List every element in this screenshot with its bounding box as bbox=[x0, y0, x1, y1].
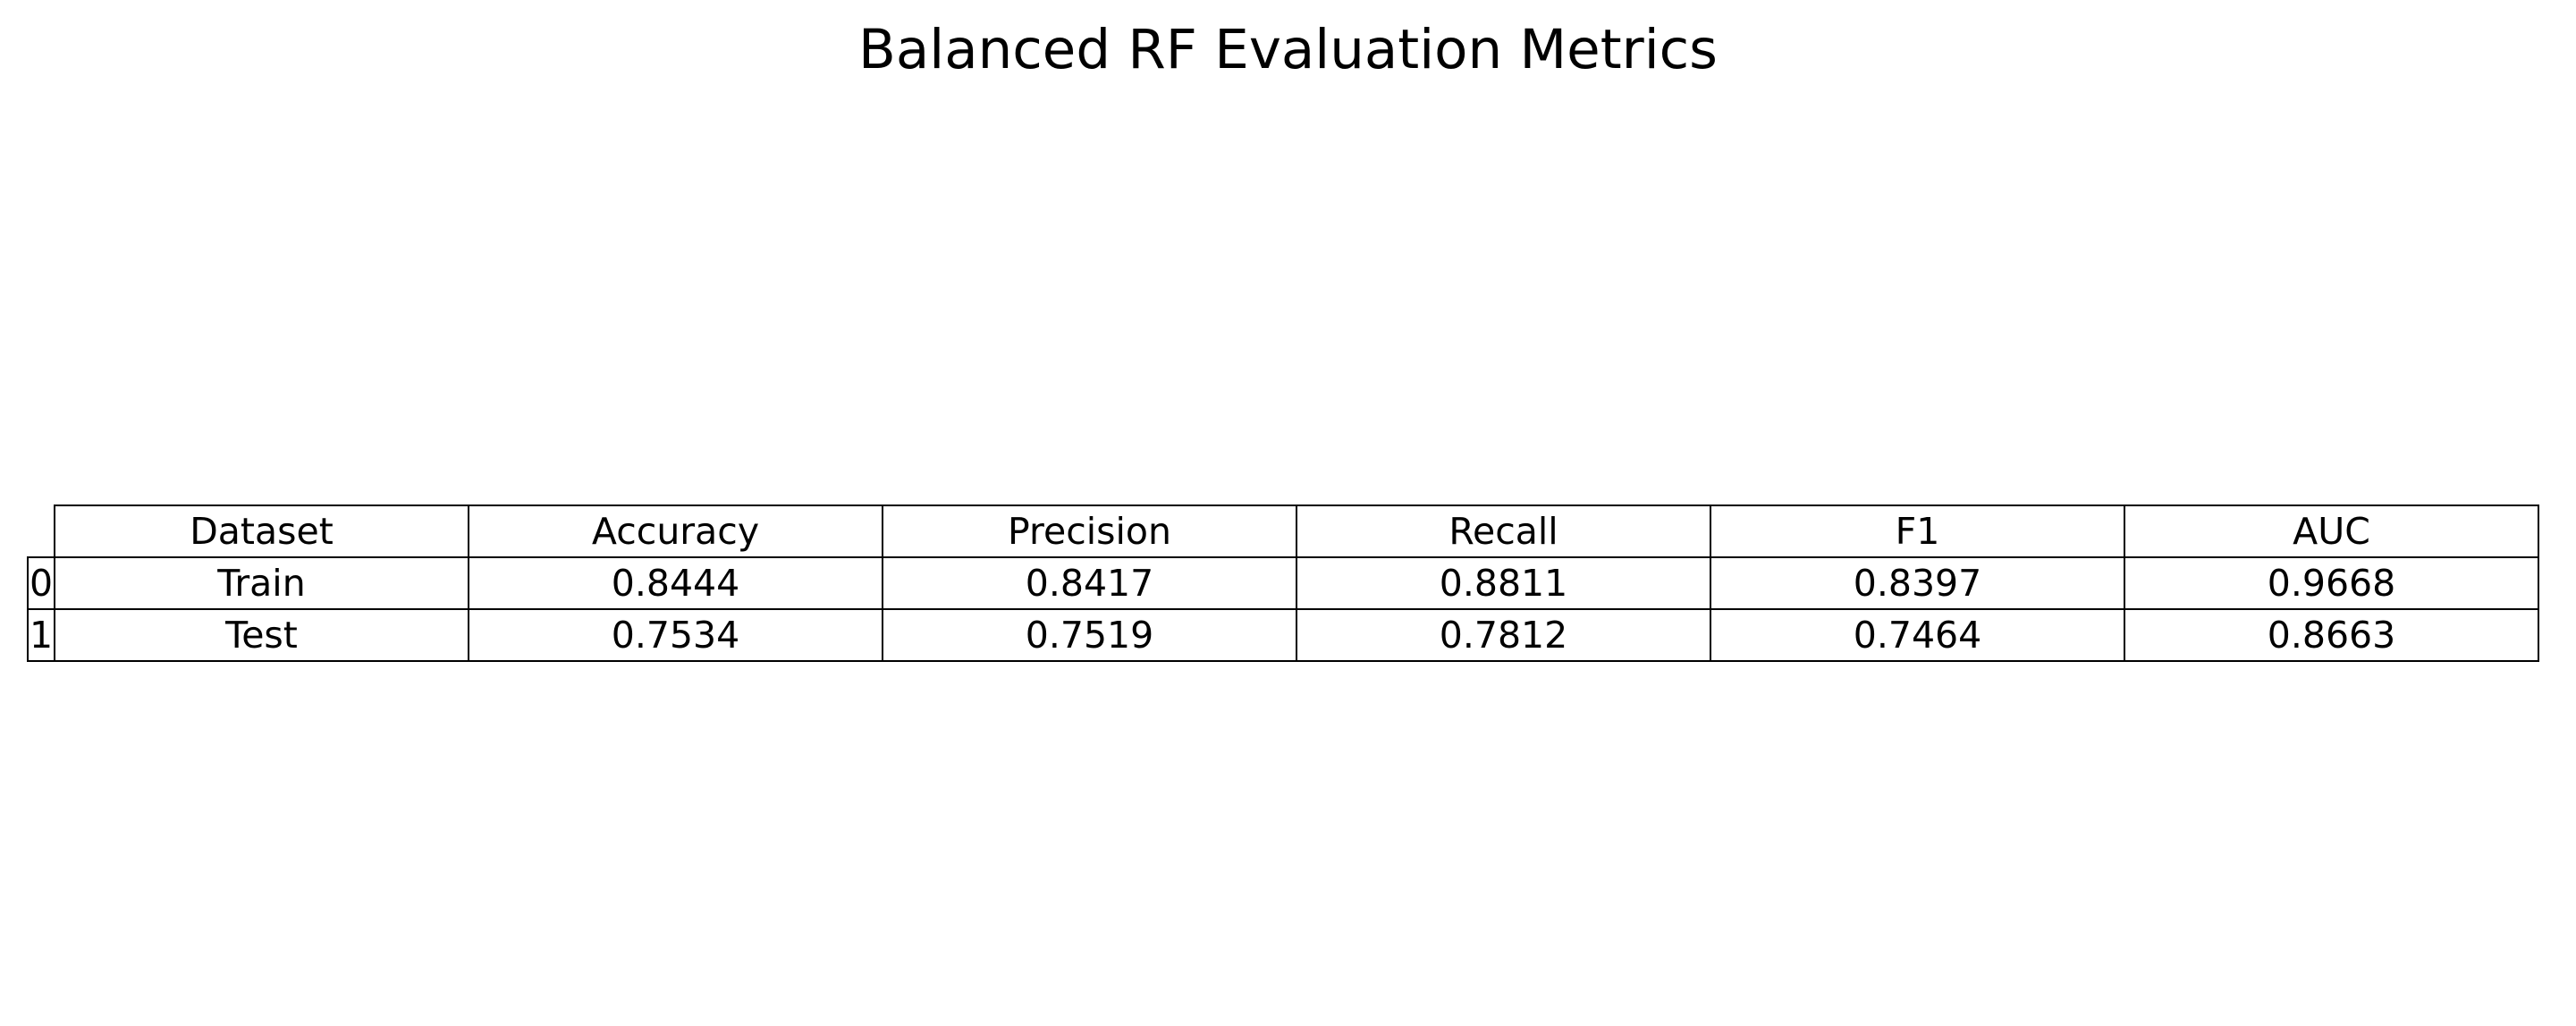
table-row: 1 Test 0.7534 0.7519 0.7812 0.7464 0.866… bbox=[27, 608, 2539, 662]
corner-cell bbox=[28, 505, 55, 558]
cell-recall: 0.8811 bbox=[1296, 556, 1711, 610]
metrics-table: Dataset Accuracy Precision Recall F1 AUC… bbox=[27, 505, 2539, 662]
cell-precision: 0.8417 bbox=[882, 556, 1297, 610]
chart-title: Balanced RF Evaluation Metrics bbox=[858, 18, 1718, 81]
column-header-recall: Recall bbox=[1296, 505, 1711, 558]
cell-auc: 0.9668 bbox=[2124, 556, 2539, 610]
cell-precision: 0.7519 bbox=[882, 608, 1297, 662]
cell-auc: 0.8663 bbox=[2124, 608, 2539, 662]
header-row: Dataset Accuracy Precision Recall F1 AUC bbox=[28, 505, 2539, 558]
cell-f1: 0.8397 bbox=[1710, 556, 2125, 610]
cell-accuracy: 0.8444 bbox=[468, 556, 883, 610]
column-header-f1: F1 bbox=[1710, 505, 2125, 558]
cell-accuracy: 0.7534 bbox=[468, 608, 883, 662]
cell-dataset: Train bbox=[54, 556, 469, 610]
column-header-auc: AUC bbox=[2124, 505, 2539, 558]
cell-dataset: Test bbox=[54, 608, 469, 662]
cell-f1: 0.7464 bbox=[1710, 608, 2125, 662]
column-header-precision: Precision bbox=[882, 505, 1297, 558]
column-header-accuracy: Accuracy bbox=[468, 505, 883, 558]
cell-recall: 0.7812 bbox=[1296, 608, 1711, 662]
table-row: 0 Train 0.8444 0.8417 0.8811 0.8397 0.96… bbox=[27, 556, 2539, 610]
column-header-dataset: Dataset bbox=[54, 505, 469, 558]
row-index: 1 bbox=[27, 608, 55, 662]
row-index: 0 bbox=[27, 556, 55, 610]
